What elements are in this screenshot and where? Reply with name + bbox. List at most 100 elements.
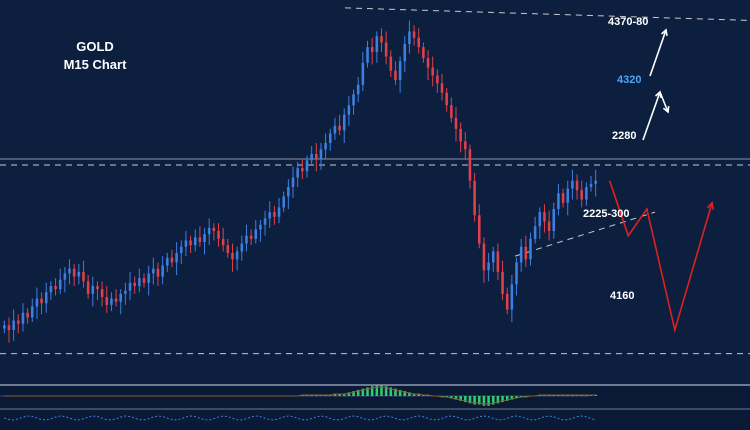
candle-body [63, 273, 67, 280]
oscillator-bar [417, 393, 421, 396]
resistance-line [344, 7, 750, 21]
candle-body [203, 234, 206, 242]
candle-body [26, 312, 29, 318]
candle-body [142, 278, 146, 283]
candle-body [296, 168, 299, 178]
candle-body [193, 237, 197, 246]
oscillator-bar [394, 388, 397, 396]
scenario-arrow-target-head [661, 28, 668, 37]
oscillator-bar [496, 396, 500, 404]
candle-body [310, 154, 313, 161]
candle-body [454, 117, 458, 129]
oscillator-bar [412, 393, 416, 396]
candle-body [58, 279, 62, 290]
candle-body [547, 221, 551, 231]
candle-body [68, 268, 71, 274]
candle-body [473, 180, 476, 216]
candle-body [282, 196, 285, 208]
candle-body [477, 215, 481, 244]
candle-body [152, 268, 155, 274]
candle-body [166, 257, 169, 266]
candle-body [566, 188, 570, 203]
candle-body [468, 149, 472, 181]
oscillator-bar [487, 396, 490, 406]
candle-body [7, 325, 11, 330]
candle-body [249, 235, 253, 239]
candle-body [324, 143, 327, 150]
candle-body [147, 273, 150, 283]
candle-body [114, 298, 118, 302]
candle-body [268, 212, 272, 219]
candle-body [12, 320, 15, 330]
candle-body [408, 31, 411, 44]
oscillator-panel [0, 385, 750, 430]
candle-body [161, 265, 164, 277]
candle-body [3, 325, 6, 329]
candle-body [305, 160, 309, 172]
candle-body [515, 262, 518, 285]
candle-body [30, 306, 34, 318]
oscillator-bar [380, 385, 383, 396]
candle-body [217, 231, 220, 239]
title-instrument: GOLD [76, 39, 114, 54]
candle-body [254, 229, 258, 239]
oscillator-bar [347, 392, 351, 396]
candle-body [464, 141, 467, 150]
candle-body [226, 245, 230, 253]
candle-body [347, 105, 351, 115]
oscillator-bar [505, 396, 509, 401]
candle-body [49, 286, 53, 293]
projection-arrowhead [706, 200, 715, 210]
candle-body [198, 237, 202, 242]
oscillator-bar [408, 392, 411, 396]
candle-body [263, 218, 267, 225]
candle-body [245, 235, 248, 244]
candle-body [21, 312, 25, 324]
candle-body [231, 253, 234, 260]
candle-body [91, 286, 95, 294]
candle-body [291, 177, 295, 187]
candle-body [315, 154, 318, 159]
candle-body [333, 125, 337, 134]
candle-body [277, 207, 281, 217]
candle-body [557, 193, 560, 209]
candle-body [287, 187, 290, 197]
candle-body [170, 257, 174, 263]
candle-body [138, 278, 141, 286]
candle-body [384, 42, 388, 57]
oscillator-bar [356, 389, 360, 396]
candle-body [35, 298, 39, 307]
candle-body [184, 240, 188, 247]
candle-body [505, 293, 509, 310]
candle-body [40, 298, 43, 304]
candle-body [375, 36, 379, 52]
lower-indicator-line [4, 415, 596, 421]
oscillator-bar [501, 396, 504, 403]
oscillator-bar [352, 391, 355, 396]
candle-body [552, 209, 556, 231]
title-timeframe: M15 Chart [63, 57, 127, 72]
candle-body [538, 212, 542, 227]
candle-body [417, 37, 421, 48]
candle-body [561, 193, 565, 203]
candle-body [487, 262, 490, 271]
oscillator-bar [450, 396, 453, 399]
candle-body [529, 238, 532, 260]
candle-body [496, 251, 500, 272]
oscillator-bar [482, 396, 486, 406]
candle-body [273, 212, 276, 217]
candle-body [431, 67, 434, 76]
oscillator-bar [384, 386, 388, 396]
candle-body [86, 281, 90, 294]
oscillator-signal-line [4, 386, 596, 405]
candle-body [380, 36, 383, 43]
candle-body [72, 268, 76, 277]
oscillator-bar [375, 385, 379, 396]
scenario-arrow-target [649, 29, 667, 77]
oscillator-bar [468, 396, 472, 404]
candle-body [412, 31, 416, 38]
candle-body [450, 105, 453, 118]
level-label-4370: 4370-80 [608, 16, 649, 28]
level-label-4160: 4160 [610, 290, 635, 302]
candle-body [533, 226, 537, 239]
